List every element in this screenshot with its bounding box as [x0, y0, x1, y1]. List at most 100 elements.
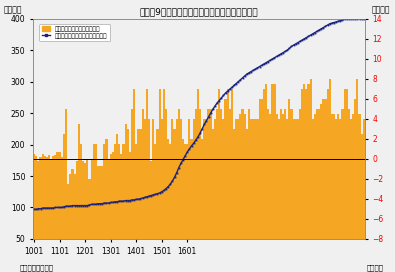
- Bar: [190, 139, 193, 270]
- Bar: [290, 109, 293, 270]
- Bar: [127, 129, 129, 270]
- Bar: [210, 109, 212, 270]
- Bar: [244, 114, 246, 270]
- Bar: [286, 119, 288, 270]
- Bar: [324, 99, 327, 270]
- Bar: [186, 144, 188, 270]
- Bar: [90, 159, 93, 270]
- Bar: [261, 99, 263, 270]
- Bar: [33, 154, 35, 270]
- Bar: [346, 89, 348, 270]
- Bar: [320, 104, 322, 270]
- Bar: [180, 119, 182, 270]
- Bar: [258, 99, 261, 270]
- Bar: [301, 89, 303, 270]
- Bar: [201, 139, 203, 270]
- Legend: 季節調整済み前月差（右軸）, マネタリーベース未残（原数値）: 季節調整済み前月差（右軸）, マネタリーベース未残（原数値）: [40, 24, 110, 41]
- Bar: [110, 154, 112, 270]
- Bar: [112, 152, 114, 270]
- Bar: [141, 109, 144, 270]
- Bar: [229, 109, 231, 270]
- Bar: [212, 129, 214, 270]
- Text: （兆円）: （兆円）: [371, 5, 390, 14]
- Bar: [178, 109, 180, 270]
- Bar: [48, 155, 50, 270]
- Bar: [40, 157, 41, 270]
- Bar: [161, 119, 163, 270]
- Bar: [44, 156, 46, 270]
- Bar: [182, 139, 184, 270]
- Bar: [95, 144, 97, 270]
- Bar: [146, 89, 148, 270]
- Bar: [58, 152, 61, 270]
- Bar: [99, 166, 101, 270]
- Bar: [237, 119, 239, 270]
- Bar: [148, 119, 150, 270]
- Bar: [188, 119, 190, 270]
- Bar: [282, 114, 284, 270]
- Bar: [203, 119, 205, 270]
- Bar: [158, 89, 161, 270]
- Bar: [86, 159, 88, 270]
- Bar: [114, 144, 116, 270]
- Bar: [135, 144, 137, 270]
- Bar: [75, 161, 78, 270]
- Bar: [205, 119, 207, 270]
- Bar: [280, 109, 282, 270]
- Bar: [105, 139, 107, 270]
- Bar: [278, 119, 280, 270]
- Bar: [297, 119, 299, 270]
- Bar: [356, 79, 358, 270]
- Bar: [152, 119, 154, 270]
- Text: （年月）: （年月）: [366, 264, 383, 271]
- Bar: [107, 159, 110, 270]
- Bar: [35, 156, 38, 270]
- Bar: [331, 114, 333, 270]
- Bar: [276, 114, 278, 270]
- Bar: [363, 119, 365, 270]
- Bar: [341, 109, 344, 270]
- Bar: [175, 119, 178, 270]
- Bar: [335, 119, 337, 270]
- Bar: [84, 163, 86, 270]
- Bar: [171, 119, 173, 270]
- Bar: [184, 144, 186, 270]
- Bar: [233, 129, 235, 270]
- Bar: [163, 89, 165, 270]
- Bar: [267, 109, 269, 270]
- Bar: [169, 144, 171, 270]
- Bar: [101, 166, 103, 270]
- Text: （兆円）: （兆円）: [3, 5, 22, 14]
- Bar: [361, 134, 363, 270]
- Bar: [254, 119, 256, 270]
- Bar: [65, 109, 67, 270]
- Bar: [307, 84, 310, 270]
- Bar: [322, 99, 324, 270]
- Bar: [116, 134, 118, 270]
- Bar: [61, 157, 63, 270]
- Bar: [314, 114, 316, 270]
- Bar: [224, 99, 227, 270]
- Bar: [256, 119, 258, 270]
- Bar: [310, 79, 312, 270]
- Text: （資料）日本銀行: （資料）日本銀行: [20, 264, 54, 271]
- Title: （図表9）マネタリーベース残高と前月比の推移: （図表9）マネタリーベース残高と前月比の推移: [140, 8, 258, 17]
- Bar: [38, 161, 40, 270]
- Bar: [312, 119, 314, 270]
- Bar: [73, 174, 75, 270]
- Bar: [295, 119, 297, 270]
- Bar: [197, 89, 199, 270]
- Bar: [165, 109, 167, 270]
- Bar: [352, 114, 354, 270]
- Bar: [263, 89, 265, 270]
- Bar: [88, 179, 90, 270]
- Bar: [156, 129, 158, 270]
- Bar: [214, 119, 216, 270]
- Bar: [129, 152, 131, 270]
- Bar: [241, 109, 244, 270]
- Bar: [222, 119, 224, 270]
- Bar: [71, 169, 73, 270]
- Bar: [339, 119, 341, 270]
- Bar: [354, 99, 356, 270]
- Bar: [293, 119, 295, 270]
